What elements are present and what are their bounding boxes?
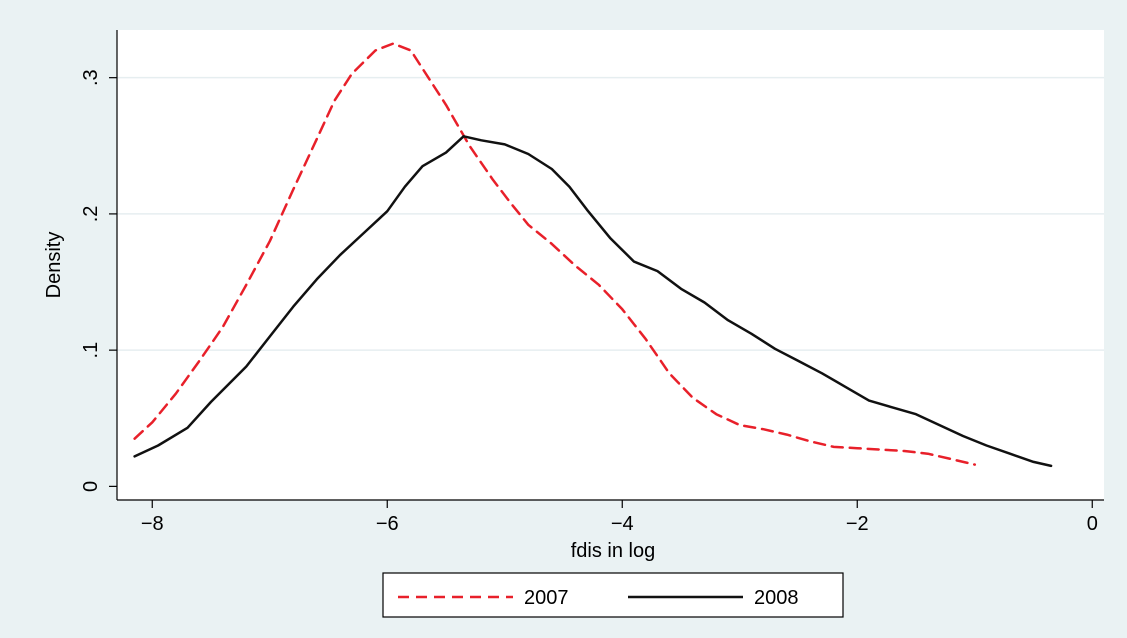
- legend-label-2008: 2008: [754, 587, 799, 609]
- legend-label-2007: 2007: [524, 587, 569, 609]
- x-tick-label: −8: [141, 513, 164, 535]
- y-tick-label: .3: [80, 69, 102, 86]
- legend-box: [382, 572, 844, 618]
- y-tick-label: .1: [80, 342, 102, 359]
- y-tick-label: 0: [80, 481, 102, 492]
- y-axis-title: Density: [43, 232, 65, 299]
- y-tick-label: .2: [80, 206, 102, 223]
- x-tick-label: 0: [1087, 513, 1098, 535]
- x-axis-title: fdis in log: [571, 540, 656, 562]
- legend: 2007 2008: [382, 572, 844, 618]
- series-lines: [133, 42, 1053, 468]
- series-line-2007: [133, 42, 977, 466]
- y-ticks: 0 .1 .2 .3: [80, 69, 117, 492]
- plot-area: [117, 30, 1104, 500]
- x-ticks: −8 −6 −4 −2 0: [141, 500, 1098, 535]
- x-tick-label: −4: [611, 513, 634, 535]
- x-tick-label: −2: [846, 513, 869, 535]
- x-tick-label: −6: [376, 513, 399, 535]
- series-line-2008: [133, 135, 1053, 468]
